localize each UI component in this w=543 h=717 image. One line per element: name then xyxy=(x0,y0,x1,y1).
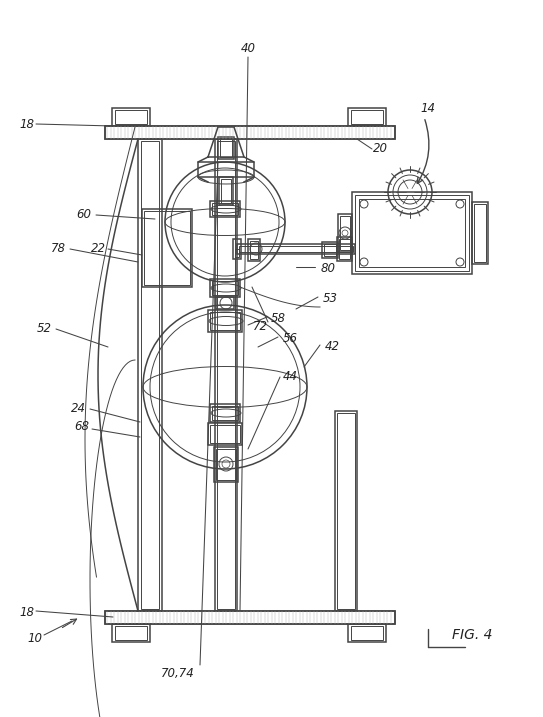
Bar xyxy=(210,279,240,297)
Bar xyxy=(338,214,352,252)
Bar xyxy=(359,199,465,267)
Bar xyxy=(210,201,240,217)
Bar xyxy=(352,192,472,274)
Text: 44: 44 xyxy=(282,371,298,384)
Bar xyxy=(210,425,240,443)
Bar xyxy=(322,242,338,258)
Bar xyxy=(337,413,355,609)
Bar xyxy=(248,239,260,261)
Bar xyxy=(355,195,469,271)
Bar xyxy=(208,310,242,332)
Bar xyxy=(351,626,383,640)
Bar xyxy=(233,239,241,259)
Bar xyxy=(218,137,234,159)
Bar xyxy=(210,404,240,422)
Bar xyxy=(214,447,238,482)
Text: 52: 52 xyxy=(36,323,52,336)
Text: 56: 56 xyxy=(282,333,298,346)
Text: 78: 78 xyxy=(50,242,66,255)
Text: 58: 58 xyxy=(270,313,286,326)
Bar xyxy=(210,312,240,330)
Text: 18: 18 xyxy=(20,607,35,619)
Text: 53: 53 xyxy=(323,293,338,305)
Bar xyxy=(208,423,242,445)
Bar xyxy=(219,177,233,205)
Text: 60: 60 xyxy=(77,209,92,222)
Bar xyxy=(348,624,386,642)
Text: 80: 80 xyxy=(320,262,336,275)
Bar xyxy=(138,139,162,611)
Text: 14: 14 xyxy=(420,103,435,115)
Bar xyxy=(237,244,355,254)
Bar xyxy=(105,611,395,624)
Text: 70,74: 70,74 xyxy=(161,668,195,680)
Bar xyxy=(141,141,159,609)
Bar xyxy=(335,411,357,611)
Text: FIG. 4: FIG. 4 xyxy=(452,628,493,642)
Bar xyxy=(348,108,386,126)
Bar xyxy=(235,249,239,257)
Text: 18: 18 xyxy=(20,118,35,130)
Bar xyxy=(105,126,395,139)
Bar xyxy=(324,244,336,256)
Bar xyxy=(216,297,234,309)
Bar xyxy=(250,241,258,259)
Bar xyxy=(337,237,352,261)
Bar xyxy=(115,626,147,640)
Bar xyxy=(339,239,350,259)
Bar xyxy=(142,209,192,287)
Text: 42: 42 xyxy=(325,341,339,353)
Bar xyxy=(212,281,238,295)
Bar xyxy=(217,141,235,609)
Text: 40: 40 xyxy=(241,42,256,55)
Text: 22: 22 xyxy=(91,242,105,255)
Bar xyxy=(351,110,383,124)
Bar xyxy=(212,203,238,215)
Bar xyxy=(112,108,150,126)
Bar xyxy=(474,204,486,262)
Text: 10: 10 xyxy=(28,632,42,645)
Bar xyxy=(239,246,353,252)
Bar xyxy=(212,406,238,420)
Bar xyxy=(472,202,488,264)
Bar xyxy=(144,211,190,285)
Bar xyxy=(220,139,232,157)
Text: 20: 20 xyxy=(372,143,388,156)
Bar xyxy=(105,126,395,139)
Bar xyxy=(105,611,395,624)
Bar xyxy=(112,624,150,642)
Text: 68: 68 xyxy=(74,420,90,434)
Text: 72: 72 xyxy=(252,320,268,333)
Text: 24: 24 xyxy=(71,402,85,415)
Bar xyxy=(115,110,147,124)
Bar xyxy=(221,179,231,203)
Bar xyxy=(340,216,350,250)
Bar xyxy=(216,449,236,480)
Bar xyxy=(215,139,237,611)
